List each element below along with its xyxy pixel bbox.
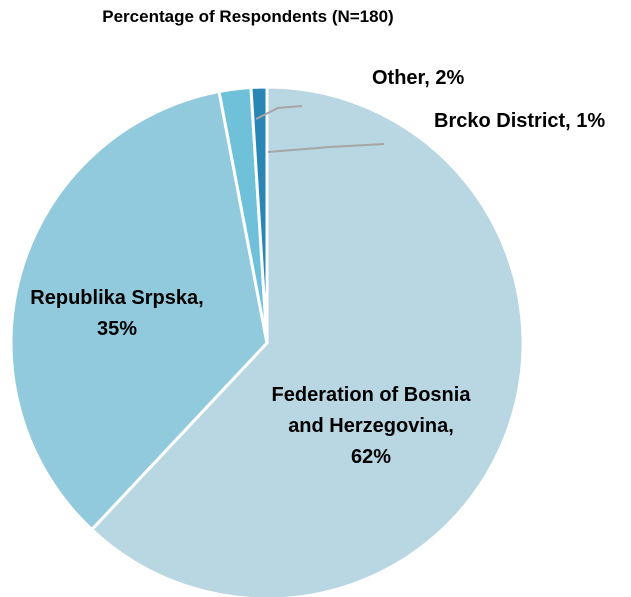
data-label-line: 62% (351, 446, 391, 468)
pie-slice-brcko-district (249, 85, 269, 345)
data-label-federation-of-bosnia-and-herzegovina: Federation of Bosnia and Herzegovina, 62% (272, 384, 472, 468)
data-label-line: Other, 2% (372, 67, 464, 89)
data-label-line: 35% (97, 318, 137, 340)
slice-labels: Federation of Bosnia and Herzegovina, 62% R… (30, 67, 605, 468)
data-label-line: Federation of Bosnia (272, 384, 472, 406)
pie-slices (9, 85, 525, 597)
data-label-brcko-district: Brcko District, 1% (434, 110, 605, 132)
pie-slice-republika-srpska (9, 90, 269, 532)
data-label-other: Other, 2% (372, 67, 464, 89)
leader-line-other (255, 105, 303, 120)
leader-lines (255, 105, 385, 153)
pie-slice-federation-of-bosnia-and-herzegovina (90, 85, 525, 597)
data-label-line: Republika Srpska, (30, 287, 203, 309)
leader-line-brcko-district (267, 143, 385, 153)
chart-title: Percentage of Respondents (N=180) (102, 7, 393, 26)
data-label-line: and Herzegovina, (288, 415, 454, 437)
data-label-line: Brcko District, 1% (434, 110, 605, 132)
data-label-republika-srpska: Republika Srpska, 35% (30, 287, 203, 340)
